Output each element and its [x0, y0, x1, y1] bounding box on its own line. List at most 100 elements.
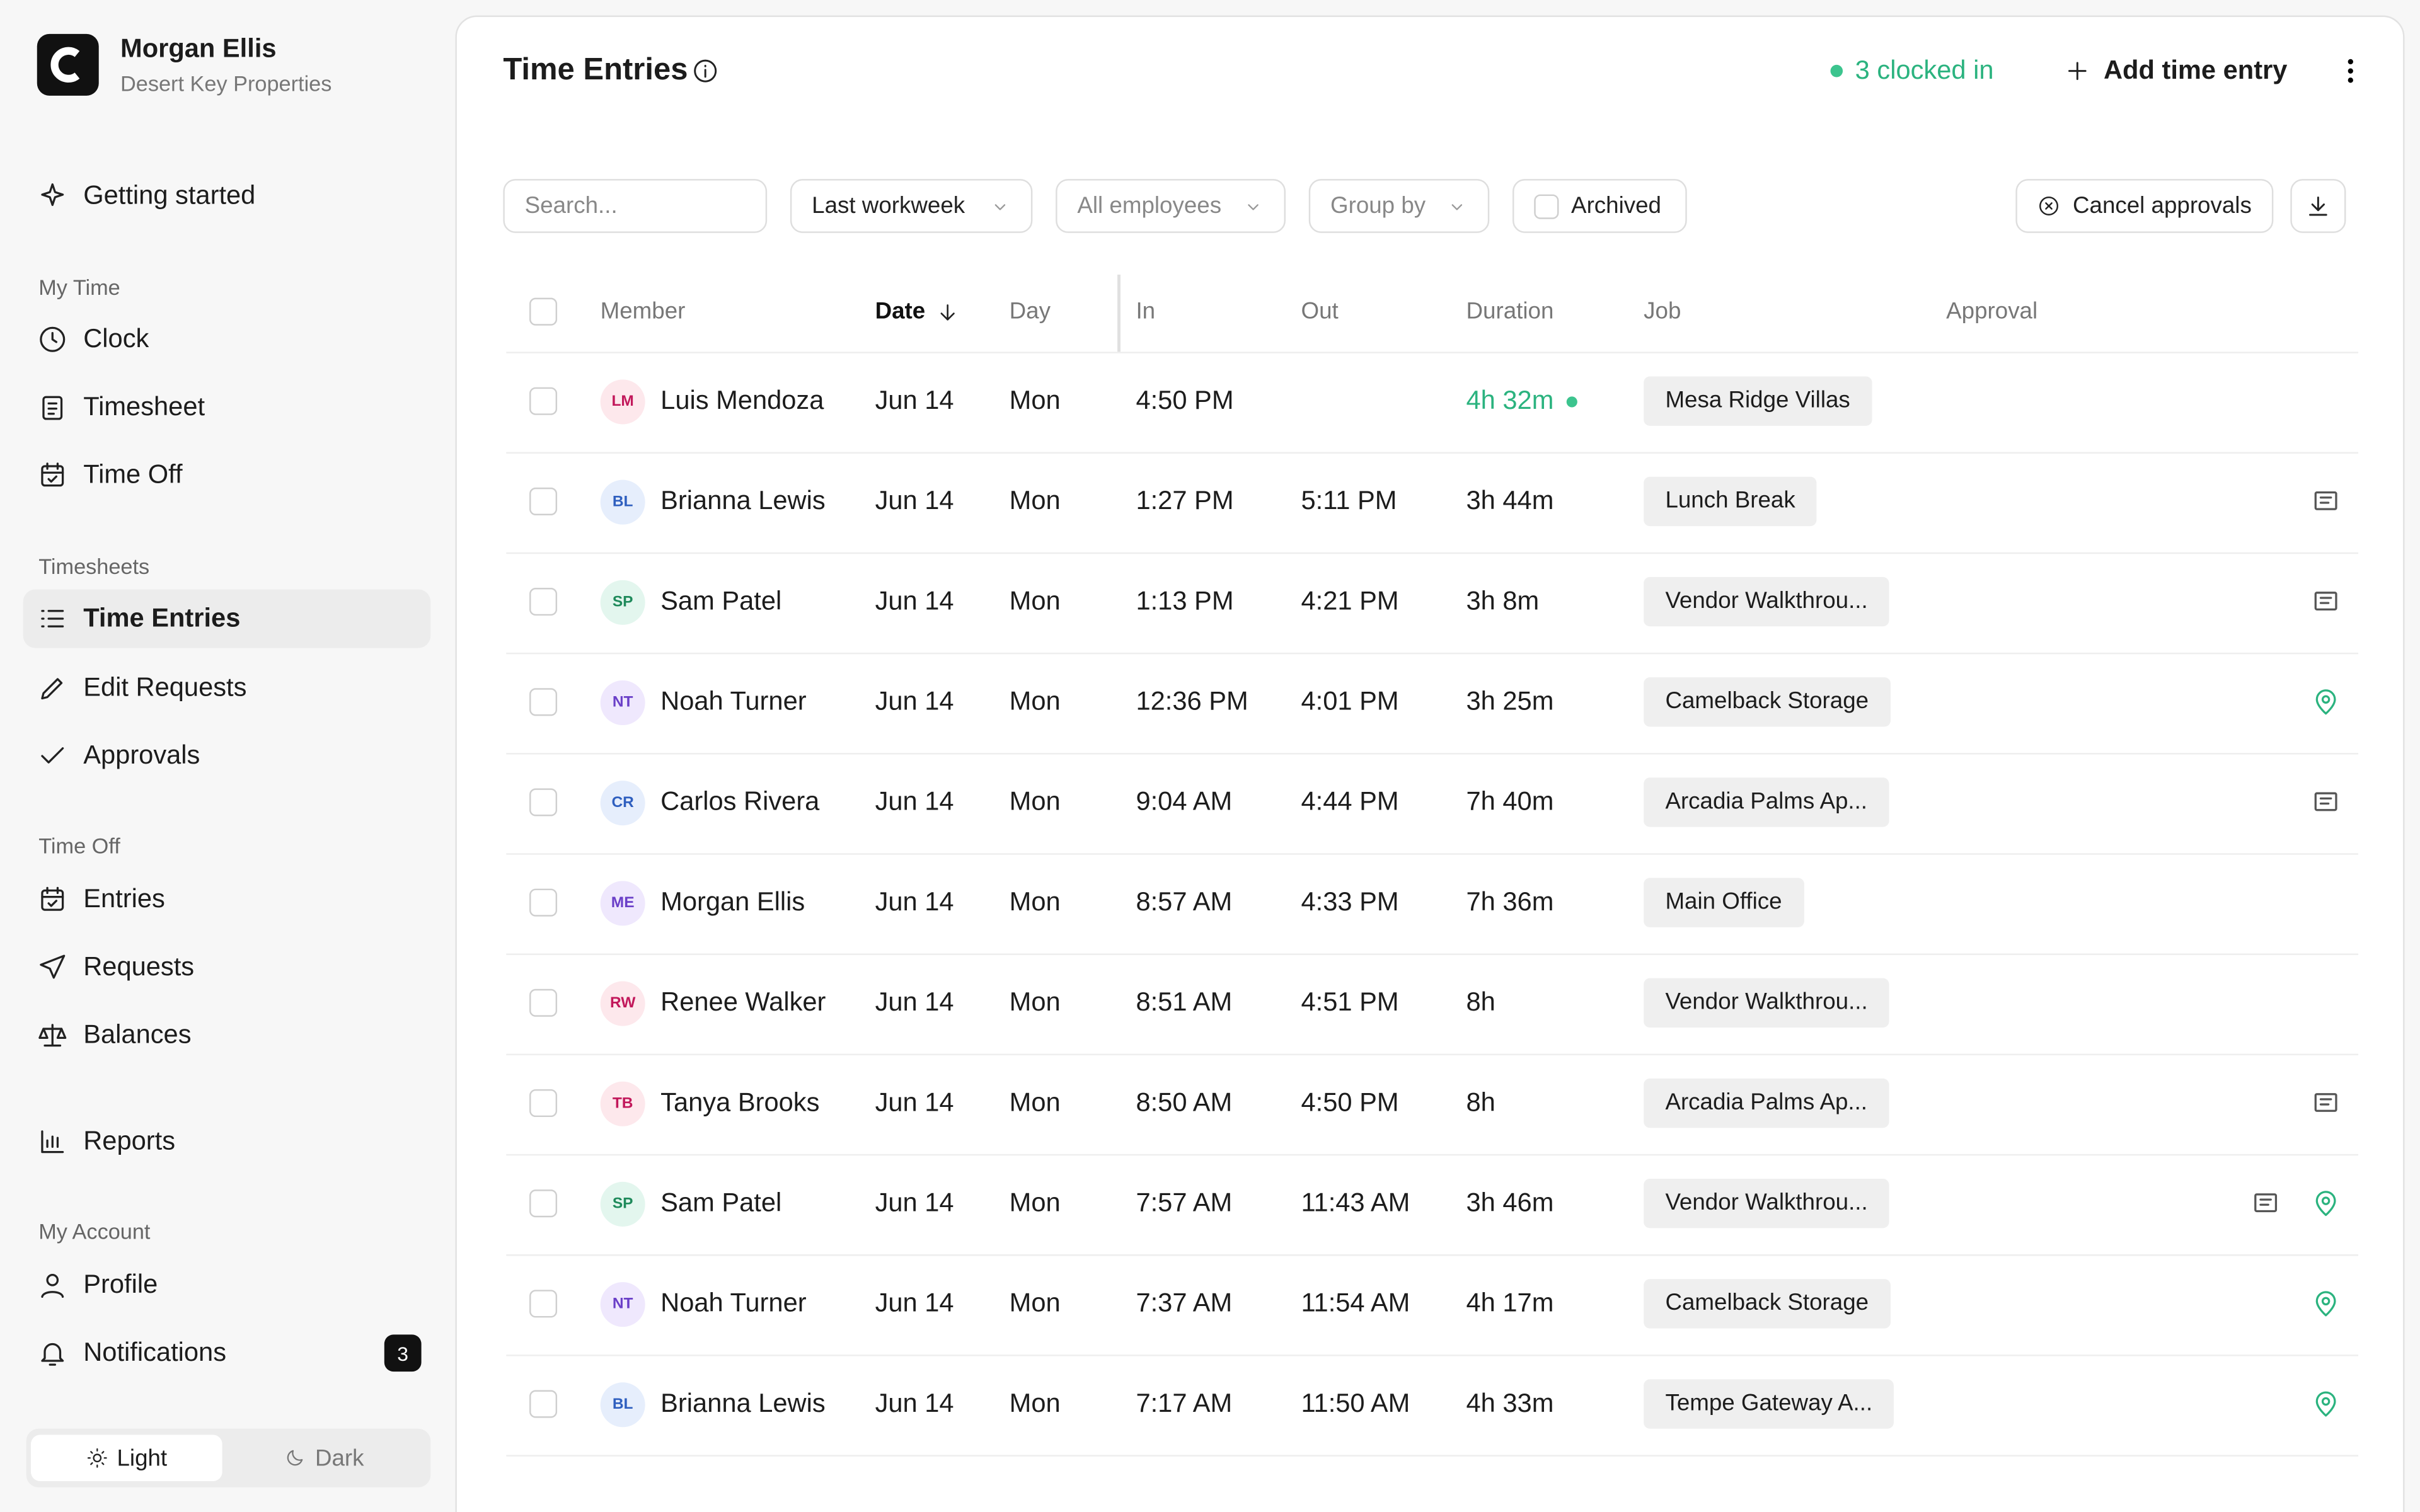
column-header[interactable]: Date [875, 299, 960, 325]
clocked-in-label: 3 clocked in [1855, 55, 1994, 85]
icon [2315, 689, 2336, 715]
cell-duration: 4h 17m [1466, 1288, 1554, 1318]
icon [2314, 491, 2337, 510]
add-time-entry[interactable]: Add time entry [2063, 55, 2287, 86]
cell-duration: 3h 46m [1466, 1188, 1554, 1218]
theme-light-label: Light [117, 1445, 168, 1472]
column-header[interactable]: Job [1644, 299, 1681, 325]
select-all[interactable] [529, 297, 558, 326]
table-row[interactable]: BL Brianna Lewis Jun 14 Mon 1:27 PM 5:11 PM 3h… [506, 452, 2359, 554]
nav-label: Clock [83, 324, 149, 353]
table-row[interactable]: CR Carlos Rivera Jun 14 Mon 9:04 AM 4:44 PM 7h… [506, 753, 2359, 855]
column-header[interactable]: Out [1301, 299, 1338, 325]
cell-member: Noah Turner [660, 1288, 807, 1318]
checkbox[interactable] [1534, 193, 1559, 219]
search-input-label: Search... [524, 193, 618, 219]
table-row[interactable]: NT Noah Turner Jun 14 Mon 12:36 PM 4:01 PM 3h … [506, 653, 2359, 755]
nav-icon [37, 673, 68, 711]
nav-item[interactable]: Requests [23, 938, 431, 997]
cell-member: Noah Turner [660, 686, 807, 716]
table-row[interactable]: RW Renee Walker Jun 14 Mon 8:51 AM 4:51 PM 8h V… [506, 953, 2359, 1056]
icon [1248, 203, 1259, 210]
row-checkbox[interactable] [529, 688, 558, 716]
table-row[interactable]: SP Sam Patel Jun 14 Mon 1:13 PM 4:21 PM 3h 8m V… [506, 553, 2359, 655]
icon [2254, 1193, 2278, 1213]
row-checkbox[interactable] [529, 888, 558, 917]
main-panel: Time Entries 3 clocked in Add time entry Se… [455, 15, 2405, 1512]
column-header[interactable]: Duration [1466, 299, 1554, 325]
employee-filter[interactable]: All employees [1056, 179, 1286, 233]
nav-item[interactable]: Time Entries [23, 589, 431, 648]
cell-duration: 4h 33m [1466, 1389, 1554, 1418]
nav-item[interactable]: Notifications 3 [23, 1324, 431, 1382]
nav-item[interactable]: Profile [23, 1256, 431, 1314]
icon [2315, 1191, 2336, 1217]
icon [41, 183, 64, 206]
row-checkbox[interactable] [529, 487, 558, 515]
cell-member: Brianna Lewis [660, 486, 826, 515]
note-icon[interactable] [2310, 787, 2341, 825]
icon [41, 462, 64, 487]
table-row[interactable]: SP Sam Patel Jun 14 Mon 7:57 AM 11:43 AM 3h 46… [506, 1154, 2359, 1256]
nav-item[interactable]: Getting started [23, 166, 431, 225]
nav-item[interactable]: Clock [23, 310, 431, 369]
nav-item[interactable]: Balances [23, 1006, 431, 1065]
cell-in: 7:17 AM [1136, 1389, 1233, 1418]
column-header[interactable]: Day [1010, 299, 1051, 325]
row-checkbox[interactable] [529, 788, 558, 816]
note-icon[interactable] [2310, 486, 2341, 524]
job-tag: Vendor Walkthrou... [1644, 978, 1890, 1028]
cancel-approvals[interactable]: Cancel approvals [2015, 179, 2274, 233]
nav-item[interactable]: Time Off [23, 446, 431, 505]
column-header-label: Approval [1946, 298, 2038, 325]
table-row[interactable]: LM Luis Mendoza Jun 14 Mon 4:50 PM 4h 32m Mesa… [506, 352, 2359, 454]
table-row[interactable]: ME Morgan Ellis Jun 14 Mon 8:57 AM 4:33 PM 7h … [506, 853, 2359, 955]
cell-day: Mon [1009, 987, 1061, 1017]
job-tag: Camelback Storage [1644, 677, 1891, 727]
more-menu[interactable] [2335, 55, 2366, 94]
icon [40, 954, 66, 979]
note-icon[interactable] [2310, 1088, 2341, 1126]
nav-item[interactable]: Edit Requests [23, 659, 431, 718]
clocked-in[interactable]: 3 clocked in [1830, 55, 1994, 86]
location-icon[interactable] [2310, 1288, 2341, 1327]
logo-mark [50, 47, 80, 83]
job-tag: Lunch Break [1644, 476, 1818, 527]
column-header[interactable]: In [1136, 299, 1155, 325]
nav-item[interactable]: Reports [23, 1113, 431, 1171]
group-by[interactable]: Group by [1308, 179, 1490, 233]
theme-dark[interactable]: Dark [228, 1435, 420, 1481]
dots [2348, 59, 2353, 83]
icon [2314, 792, 2337, 811]
row-checkbox[interactable] [529, 387, 558, 415]
nav-item[interactable]: Approvals [23, 726, 431, 785]
location-icon[interactable] [2310, 1188, 2341, 1227]
download[interactable] [2290, 179, 2346, 233]
cell-out: 11:50 AM [1301, 1389, 1410, 1418]
column-header[interactable]: Member [601, 299, 686, 325]
cell-duration: 3h 8m [1466, 586, 1540, 616]
theme-light[interactable]: Light [30, 1435, 222, 1482]
cell-day: Mon [1009, 1087, 1061, 1118]
nav-item[interactable]: Timesheet [23, 378, 431, 437]
cell-date: Jun 14 [875, 386, 954, 415]
row-checkbox[interactable] [529, 1290, 558, 1318]
search-input[interactable]: Search... [503, 179, 768, 233]
cell-member: Sam Patel [660, 586, 782, 616]
row-checkbox[interactable] [529, 988, 558, 1017]
row-checkbox[interactable] [529, 588, 558, 616]
row-checkbox[interactable] [529, 1089, 558, 1118]
table-row[interactable]: NT Noah Turner Jun 14 Mon 7:37 AM 11:54 AM 4h … [506, 1254, 2359, 1356]
archived-toggle[interactable]: Archived [1512, 179, 1687, 233]
row-checkbox[interactable] [529, 1189, 558, 1218]
note-icon[interactable] [2250, 1188, 2281, 1227]
nav-item[interactable]: Entries [23, 870, 431, 929]
range-filter[interactable]: Last workweek [790, 179, 1033, 233]
row-checkbox[interactable] [529, 1390, 558, 1418]
table-row[interactable]: BL Brianna Lewis Jun 14 Mon 7:17 AM 11:50 AM 4… [506, 1354, 2359, 1457]
location-icon[interactable] [2310, 687, 2341, 725]
location-icon[interactable] [2310, 1389, 2341, 1427]
table-row[interactable]: TB Tanya Brooks Jun 14 Mon 8:50 AM 4:50 PM 8h A… [506, 1054, 2359, 1156]
column-header[interactable]: Approval [1946, 299, 2037, 325]
note-icon[interactable] [2310, 587, 2341, 625]
